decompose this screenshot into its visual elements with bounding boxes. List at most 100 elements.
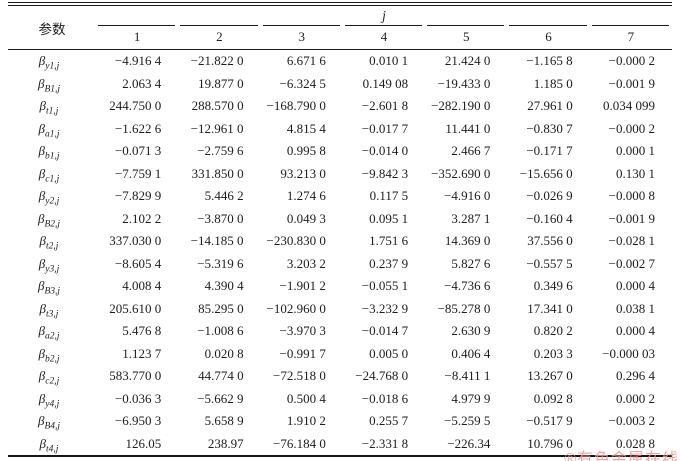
cell-value: −0.017 7	[361, 120, 409, 136]
cell-value: 0.092 8	[533, 390, 573, 406]
cell-value: −0.000 03	[602, 345, 655, 361]
param-subscript: y4,j	[45, 399, 60, 410]
param-subscript: y3,j	[45, 264, 60, 275]
param-beta-symbol: β	[38, 53, 46, 69]
cell-value: 0.049 3	[286, 210, 326, 226]
cell-value: 5.476 8	[122, 323, 162, 339]
spanner-rule-segment	[180, 25, 258, 26]
cell-value: 0.406 4	[451, 345, 491, 361]
param-label: βy3,j	[8, 253, 96, 276]
cell-value: 1.910 2	[286, 413, 326, 429]
spanner-rule-segment	[262, 25, 340, 26]
cell-value: 0.005 0	[369, 345, 409, 361]
table-row: βy2,j −7.829 9 5.446 2 1.274 6 0.117 5 −4.916…	[8, 185, 672, 208]
table-row: βa1,j −1.622 6 −12.961 0 4.815 4 −0.017 7 11.…	[8, 118, 672, 141]
cell-value: −1.622 6	[114, 120, 162, 136]
table-row: βy1,j −4.916 4 −21.822 0 6.671 6 0.010 1 21.4…	[8, 50, 672, 73]
table-row: βt1,j 244.750 0 288.570 0 −168.790 0 −2.601 …	[8, 95, 672, 118]
cell-value: −5.259 5	[444, 413, 491, 429]
cell-value: 2.063 4	[122, 75, 162, 91]
cell-value: 0.000 2	[616, 390, 655, 406]
param-beta-symbol: β	[38, 143, 45, 159]
cell-value: −21.822 0	[190, 53, 244, 69]
param-subscript: t3,j	[46, 309, 59, 320]
param-subscript: b2,j	[44, 354, 60, 365]
param-subscript: a1,j	[44, 129, 60, 140]
table-row: βy4,j −0.036 3 −5.662 9 0.500 4 −0.018 6 4.97…	[8, 388, 672, 411]
cell-value: −4.916 0	[444, 188, 491, 204]
param-subscript: t4,j	[46, 444, 59, 455]
cell-value: 3.287 1	[451, 210, 491, 226]
cell-value: −0.028 1	[608, 233, 655, 249]
cell-value: 4.390 4	[204, 278, 244, 294]
cell-value: −0.000 8	[608, 188, 655, 204]
table-row: βB2,j 2.102 2 −3.870 0 0.049 3 0.095 1 3.287 …	[8, 208, 672, 231]
param-label: βb2,j	[8, 343, 96, 366]
cell-value: −226.34	[447, 435, 491, 451]
cell-value: −24.768 0	[355, 368, 409, 384]
cell-value: 5.658 9	[204, 413, 244, 429]
param-label: βc2,j	[8, 365, 96, 388]
table-row: βB3,j 4.008 4 4.390 4 −1.901 2 −0.055 1 −4.73…	[8, 275, 672, 298]
cell-value: −0.002 7	[608, 255, 655, 271]
cell-value: −4.916 4	[114, 53, 162, 69]
param-subscript: B3,j	[44, 286, 61, 297]
cell-value: −9.842 3	[361, 165, 409, 181]
corner-header: 参数	[8, 4, 96, 50]
cell-value: 2.466 7	[451, 143, 491, 159]
cell-value: 205.610 0	[109, 300, 162, 316]
cell-value: 331.850 0	[191, 165, 244, 181]
spanner-rule-segment	[427, 25, 505, 26]
table-row: βB4,j −6.950 3 5.658 9 1.910 2 0.255 7 −5.259…	[8, 410, 672, 433]
journal-watermark: ®有色金属在线	[564, 451, 679, 461]
header-columns-row: 1 2 3 4 5 6 7	[8, 25, 672, 50]
cell-value: 0.038 1	[616, 300, 655, 316]
cell-value: −4.736 6	[444, 278, 491, 294]
spanner-header-j: j	[382, 7, 386, 23]
table-row: βc2,j 583.770 0 44.774 0 −72.518 0 −24.768 0…	[8, 365, 672, 388]
column-header-label: 6	[545, 29, 552, 44]
cell-value: 11.441 0	[445, 120, 491, 136]
param-label: βt1,j	[8, 95, 96, 118]
cell-value: 583.770 0	[109, 368, 162, 384]
param-label: βa2,j	[8, 320, 96, 343]
table-row: βa2,j 5.476 8 −1.008 6 −3.970 3 −0.014 7 2.63…	[8, 320, 672, 343]
cell-value: −0.991 7	[279, 345, 326, 361]
cell-value: 85.295 0	[198, 300, 244, 316]
cell-value: −0.001 9	[608, 75, 655, 91]
cell-value: 0.500 4	[286, 390, 326, 406]
table-row: βt4,j 126.05 238.97 −76.184 0 −2.331 8 −226.3…	[8, 433, 672, 457]
cell-value: −0.000 2	[608, 53, 655, 69]
param-label: βB3,j	[8, 275, 96, 298]
param-label: βB1,j	[8, 73, 96, 96]
table-row: βc1,j −7.759 1 331.850 0 93.213 0 −9.842 3 −3…	[8, 163, 672, 186]
cell-value: 4.815 4	[286, 120, 326, 136]
cell-value: −6.324 5	[279, 75, 326, 91]
param-subscript: y1,j	[45, 61, 60, 72]
table-row: βb1,j −0.071 3 −2.759 6 0.995 8 −0.014 0 2.46…	[8, 140, 672, 163]
cell-value: −282.190 0	[431, 98, 491, 114]
param-label: βy2,j	[8, 185, 96, 208]
cell-value: 0.296 4	[616, 368, 655, 384]
param-subscript: b1,j	[44, 151, 60, 162]
cell-value: −76.184 0	[273, 435, 326, 451]
param-subscript: t1,j	[46, 106, 59, 117]
param-subscript: c1,j	[45, 174, 60, 185]
cell-value: −5.662 9	[197, 390, 244, 406]
cell-value: −2.331 8	[361, 435, 409, 451]
cell-value: 13.267 0	[527, 368, 573, 384]
spanner-rule-segment	[344, 25, 423, 26]
table-header: 参数 j 1 2 3 4 5 6 7	[8, 4, 672, 50]
cell-value: −102.960 0	[266, 300, 326, 316]
column-header-label: 4	[380, 29, 388, 44]
cell-value: 0.237 9	[369, 255, 409, 271]
cell-value: −6.950 3	[114, 413, 162, 429]
cell-value: 238.97	[207, 435, 244, 451]
spanner-rule-segment	[509, 25, 587, 26]
cell-value: 0.000 4	[616, 278, 655, 294]
cell-value: 0.010 1	[369, 53, 409, 69]
cell-value: 19.877 0	[198, 75, 244, 91]
param-label: βb1,j	[8, 140, 96, 163]
param-label: βt2,j	[8, 230, 96, 253]
